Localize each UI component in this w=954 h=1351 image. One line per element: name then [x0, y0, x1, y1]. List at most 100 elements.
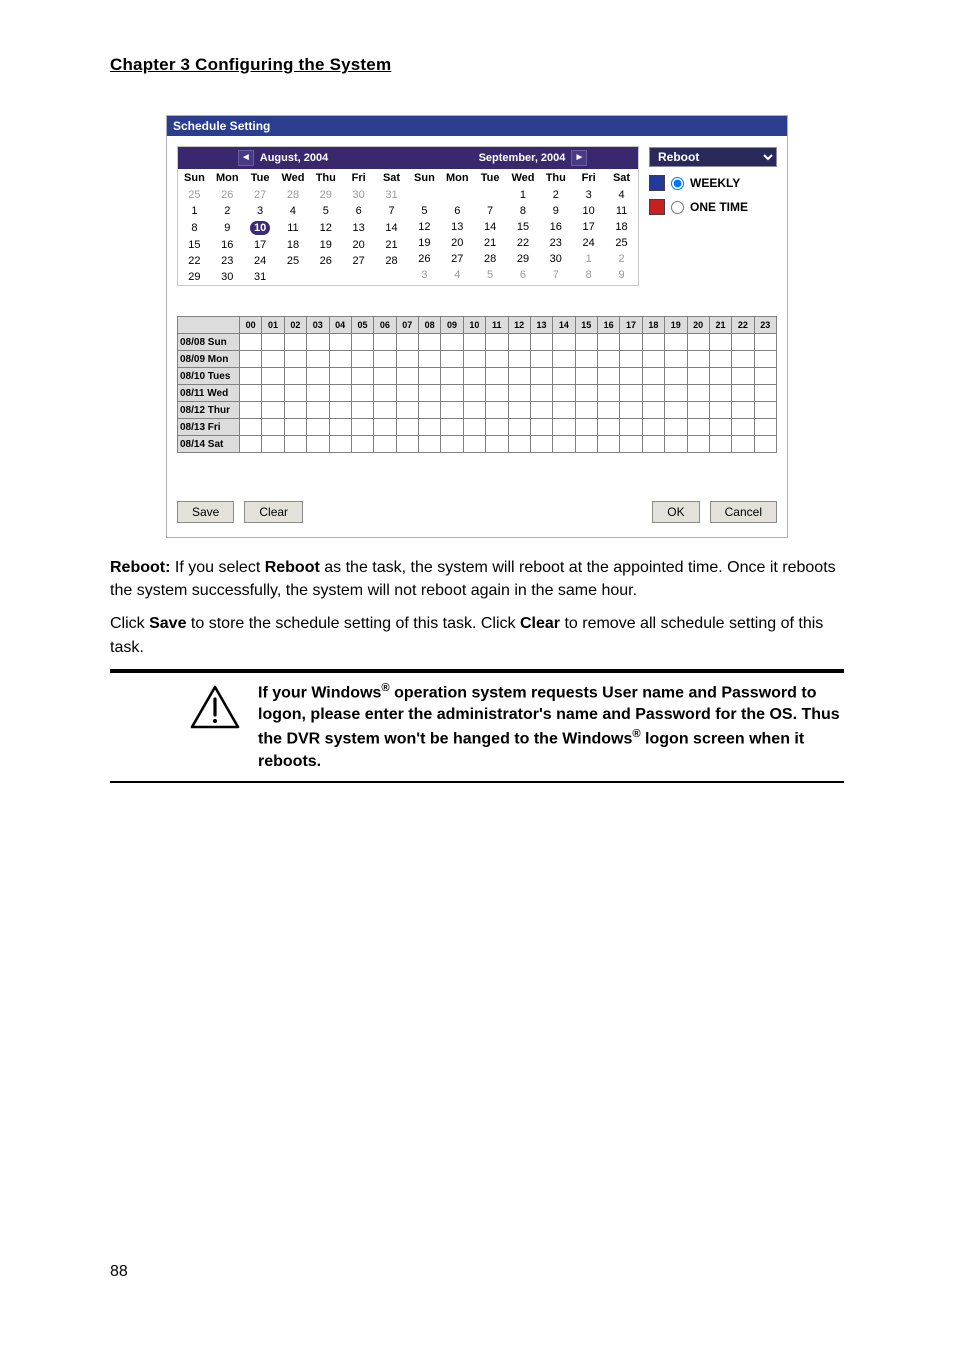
calendar-day[interactable]: 18: [277, 237, 310, 253]
sched-cell[interactable]: [553, 368, 575, 385]
next-month-arrow[interactable]: ►: [571, 150, 587, 166]
sched-cell[interactable]: [732, 436, 754, 453]
calendar-day[interactable]: 25: [277, 253, 310, 269]
sched-cell[interactable]: [665, 402, 687, 419]
sched-cell[interactable]: [687, 419, 709, 436]
sched-cell[interactable]: [620, 419, 642, 436]
sched-cell[interactable]: [486, 368, 508, 385]
calendar-day[interactable]: 29: [507, 251, 540, 267]
clear-button[interactable]: Clear: [244, 501, 303, 523]
sched-cell[interactable]: [419, 402, 441, 419]
sched-cell[interactable]: [553, 334, 575, 351]
sched-cell[interactable]: [463, 402, 485, 419]
calendar-day[interactable]: 28: [474, 251, 507, 267]
sched-cell[interactable]: [575, 385, 597, 402]
ok-button[interactable]: OK: [652, 501, 699, 523]
sched-cell[interactable]: [598, 385, 620, 402]
sched-cell[interactable]: [307, 436, 329, 453]
sched-cell[interactable]: [486, 436, 508, 453]
sched-cell[interactable]: [687, 351, 709, 368]
sched-cell[interactable]: [240, 436, 262, 453]
sched-cell[interactable]: [329, 334, 351, 351]
sched-cell[interactable]: [419, 334, 441, 351]
sched-cell[interactable]: [598, 351, 620, 368]
sched-cell[interactable]: [553, 351, 575, 368]
sched-cell[interactable]: [419, 419, 441, 436]
calendar-day[interactable]: 14: [375, 219, 408, 237]
sched-cell[interactable]: [575, 419, 597, 436]
sched-cell[interactable]: [374, 351, 396, 368]
calendar-day[interactable]: 21: [474, 235, 507, 251]
sched-cell[interactable]: [598, 402, 620, 419]
sched-cell[interactable]: [732, 334, 754, 351]
sched-cell[interactable]: [486, 385, 508, 402]
sched-cell[interactable]: [508, 436, 530, 453]
sched-cell[interactable]: [441, 436, 463, 453]
sched-cell[interactable]: [396, 385, 418, 402]
sched-cell[interactable]: [441, 402, 463, 419]
calendar-day[interactable]: 1: [507, 187, 540, 203]
calendar-day[interactable]: 19: [309, 237, 342, 253]
sched-cell[interactable]: [732, 368, 754, 385]
sched-cell[interactable]: [262, 368, 284, 385]
sched-cell[interactable]: [709, 436, 731, 453]
calendar-day[interactable]: 4: [605, 187, 638, 203]
sched-cell[interactable]: [732, 402, 754, 419]
calendar-day[interactable]: 24: [572, 235, 605, 251]
sched-cell[interactable]: [419, 351, 441, 368]
sched-cell[interactable]: [463, 368, 485, 385]
calendar-day[interactable]: 27: [244, 187, 277, 203]
sched-cell[interactable]: [508, 419, 530, 436]
calendar-day[interactable]: 7: [539, 267, 572, 283]
sched-cell[interactable]: [374, 334, 396, 351]
calendar-day[interactable]: 12: [309, 219, 342, 237]
sched-cell[interactable]: [441, 385, 463, 402]
sched-cell[interactable]: [351, 419, 373, 436]
sched-cell[interactable]: [441, 419, 463, 436]
sched-cell[interactable]: [486, 419, 508, 436]
calendar-day[interactable]: 13: [342, 219, 375, 237]
sched-cell[interactable]: [620, 334, 642, 351]
sched-cell[interactable]: [665, 419, 687, 436]
calendar-day[interactable]: 9: [605, 267, 638, 283]
calendar-day[interactable]: 4: [441, 267, 474, 283]
sched-cell[interactable]: [754, 436, 776, 453]
calendar-day[interactable]: 26: [309, 253, 342, 269]
calendar-day[interactable]: 2: [539, 187, 572, 203]
sched-cell[interactable]: [240, 368, 262, 385]
calendar-day[interactable]: 2: [605, 251, 638, 267]
sched-cell[interactable]: [240, 351, 262, 368]
sched-cell[interactable]: [620, 436, 642, 453]
sched-cell[interactable]: [754, 385, 776, 402]
cancel-button[interactable]: Cancel: [710, 501, 777, 523]
sched-cell[interactable]: [598, 334, 620, 351]
sched-cell[interactable]: [530, 436, 552, 453]
sched-cell[interactable]: [262, 436, 284, 453]
sched-cell[interactable]: [754, 351, 776, 368]
sched-cell[interactable]: [754, 419, 776, 436]
sched-cell[interactable]: [642, 385, 664, 402]
sched-cell[interactable]: [553, 385, 575, 402]
sched-cell[interactable]: [598, 436, 620, 453]
sched-cell[interactable]: [284, 436, 306, 453]
sched-cell[interactable]: [754, 402, 776, 419]
onetime-radio[interactable]: [671, 201, 684, 214]
sched-cell[interactable]: [709, 402, 731, 419]
sched-cell[interactable]: [329, 402, 351, 419]
sched-cell[interactable]: [284, 334, 306, 351]
sched-cell[interactable]: [486, 334, 508, 351]
sched-cell[interactable]: [329, 436, 351, 453]
calendar-day[interactable]: 9: [539, 203, 572, 219]
calendar-day[interactable]: 16: [539, 219, 572, 235]
sched-cell[interactable]: [620, 368, 642, 385]
sched-cell[interactable]: [575, 402, 597, 419]
sched-cell[interactable]: [486, 402, 508, 419]
calendar-day[interactable]: 15: [178, 237, 211, 253]
sched-cell[interactable]: [620, 385, 642, 402]
sched-cell[interactable]: [351, 436, 373, 453]
sched-cell[interactable]: [351, 334, 373, 351]
sched-cell[interactable]: [508, 368, 530, 385]
sched-cell[interactable]: [284, 385, 306, 402]
sched-cell[interactable]: [419, 368, 441, 385]
calendar-day[interactable]: 16: [211, 237, 244, 253]
